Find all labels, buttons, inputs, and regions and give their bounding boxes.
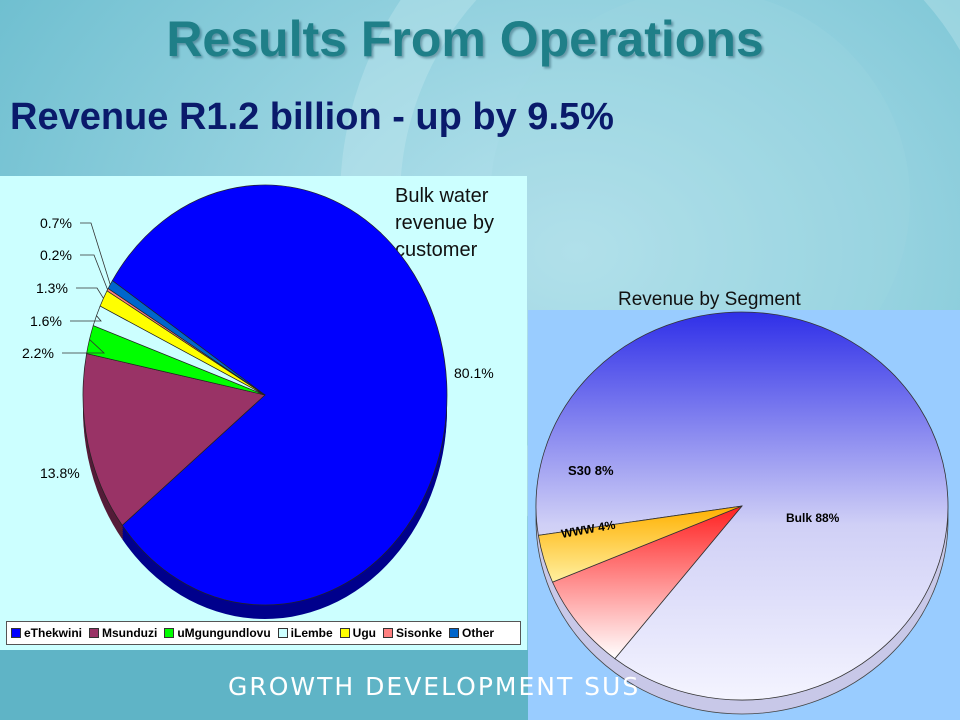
legend-swatch: [449, 628, 459, 638]
customer-pie-legend: eThekwini Msunduzi uMgungundlovu iLembe Ugu S…: [6, 621, 521, 645]
pie-label-sisonke: 0.2%: [40, 247, 72, 263]
pie-label-s30: S30 8%: [568, 463, 614, 478]
customer-pie-chart: 80.1% 13.8% 2.2% 1.6% 1.3% 0.2% 0.7%: [0, 176, 527, 621]
legend-item-other: Other: [449, 626, 494, 640]
slide-title: Results From Operations: [0, 10, 930, 68]
legend-item-ugu: Ugu: [340, 626, 376, 640]
legend-label: Sisonke: [396, 626, 442, 640]
legend-item-msunduzi: Msunduzi: [89, 626, 157, 640]
legend-swatch: [164, 628, 174, 638]
leader-line-sisonke: [80, 255, 108, 290]
pie-label-msunduzi: 13.8%: [40, 465, 80, 481]
legend-swatch: [340, 628, 350, 638]
legend-label: uMgungundlovu: [177, 626, 270, 640]
legend-item-sisonke: Sisonke: [383, 626, 442, 640]
legend-swatch: [11, 628, 21, 638]
pie-label-ilembe: 1.6%: [30, 313, 62, 329]
legend-item-ethekwini: eThekwini: [11, 626, 82, 640]
legend-label: Other: [462, 626, 494, 640]
leader-line-other: [80, 223, 110, 285]
pie-label-ugu: 1.3%: [36, 280, 68, 296]
legend-item-ilembe: iLembe: [278, 626, 333, 640]
slide-subtitle: Revenue R1.2 billion - up by 9.5%: [10, 96, 614, 139]
pie-label-bulk: Bulk 88%: [786, 511, 840, 525]
legend-label: eThekwini: [24, 626, 82, 640]
legend-swatch: [89, 628, 99, 638]
pie-label-umgungundlovu: 2.2%: [22, 345, 54, 361]
pie-label-other: 0.7%: [40, 215, 72, 231]
leader-line-ugu: [76, 288, 103, 298]
legend-swatch: [278, 628, 288, 638]
legend-item-umgungundlovu: uMgungundlovu: [164, 626, 270, 640]
legend-label: Msunduzi: [102, 626, 157, 640]
legend-label: iLembe: [291, 626, 333, 640]
slide-footer-banner: GROWTH DEVELOPMENT SUS: [228, 672, 640, 701]
segment-chart-title: Revenue by Segment: [618, 289, 801, 311]
segment-pie-chart: Bulk 88%S30 8%WWW 4%: [528, 310, 960, 720]
pie-label-ethekwini: 80.1%: [454, 365, 494, 381]
legend-label: Ugu: [353, 626, 376, 640]
legend-swatch: [383, 628, 393, 638]
